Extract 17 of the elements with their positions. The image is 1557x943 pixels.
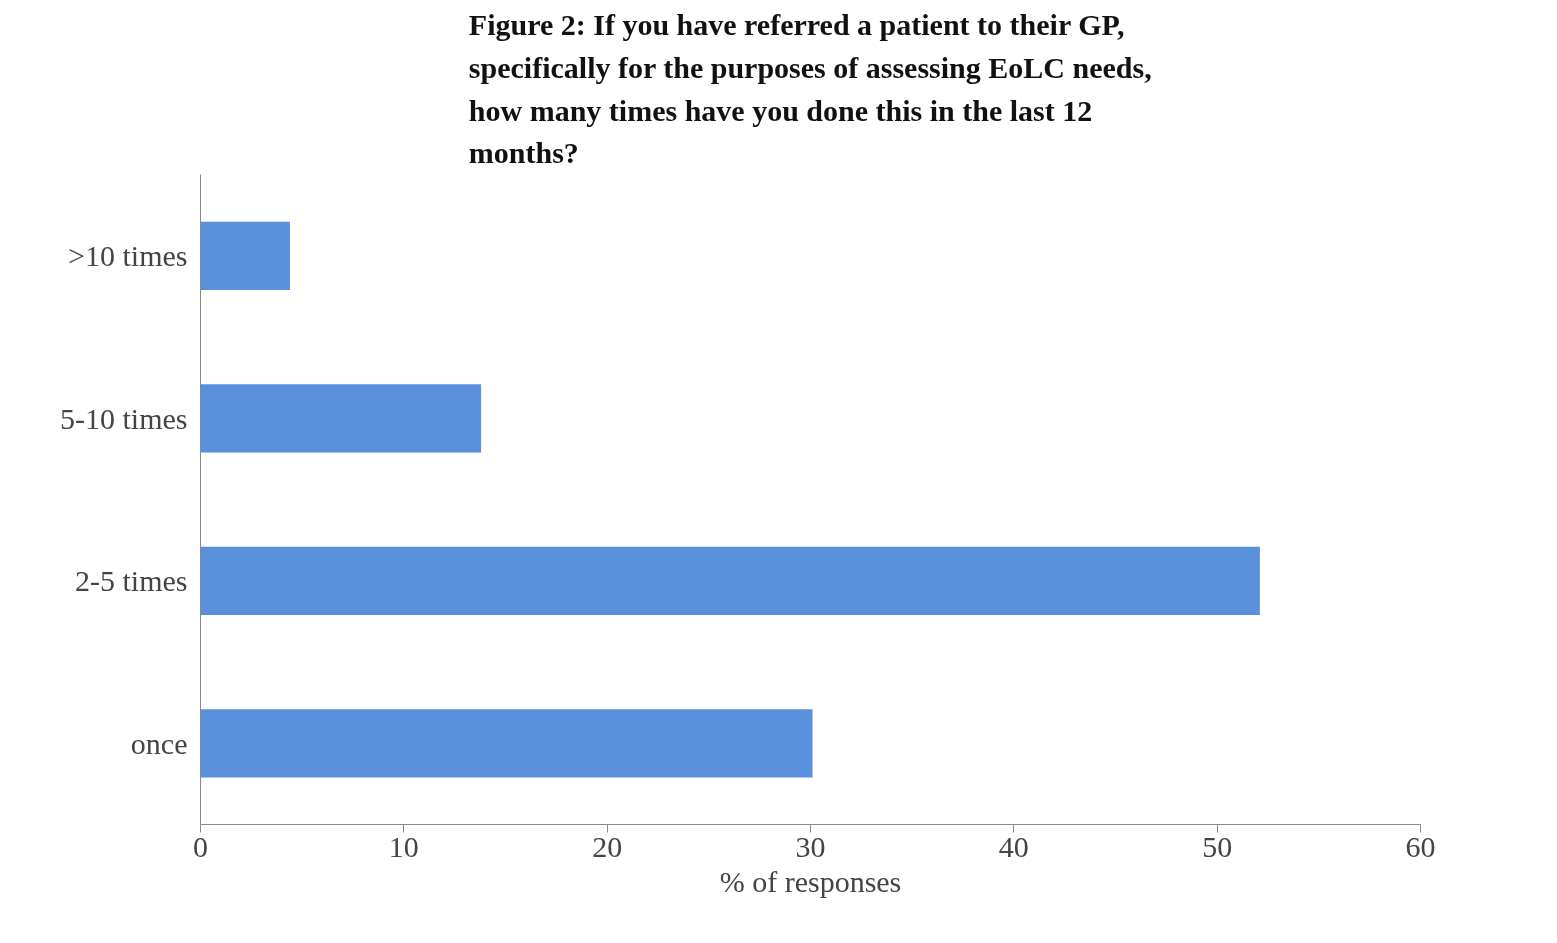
y-tick-label: >10 times (68, 239, 188, 273)
y-tick-label: 2-5 times (75, 564, 188, 598)
x-tick-label: 0 (193, 829, 208, 863)
x-axis-title: % of responses (719, 864, 902, 898)
x-tick-label: 50 (1202, 829, 1233, 863)
bar (200, 709, 813, 778)
bar (200, 221, 290, 290)
bar (200, 384, 482, 453)
chart-title: Figure 2: If you have referred a patient to their GP, specifically for the purposes of assessing EoLC needs, how many times have you done this in the last 12 months? (468, 7, 1152, 170)
x-tick-label: 20 (592, 829, 623, 863)
x-tick-label: 40 (998, 829, 1029, 863)
x-tick-label: 60 (1405, 829, 1436, 863)
y-tick-label: once (130, 726, 188, 760)
x-tick-label: 10 (388, 829, 419, 863)
x-tick-label: 30 (795, 829, 826, 863)
bar (200, 546, 1260, 615)
y-tick-label: 5-10 times (60, 401, 188, 435)
